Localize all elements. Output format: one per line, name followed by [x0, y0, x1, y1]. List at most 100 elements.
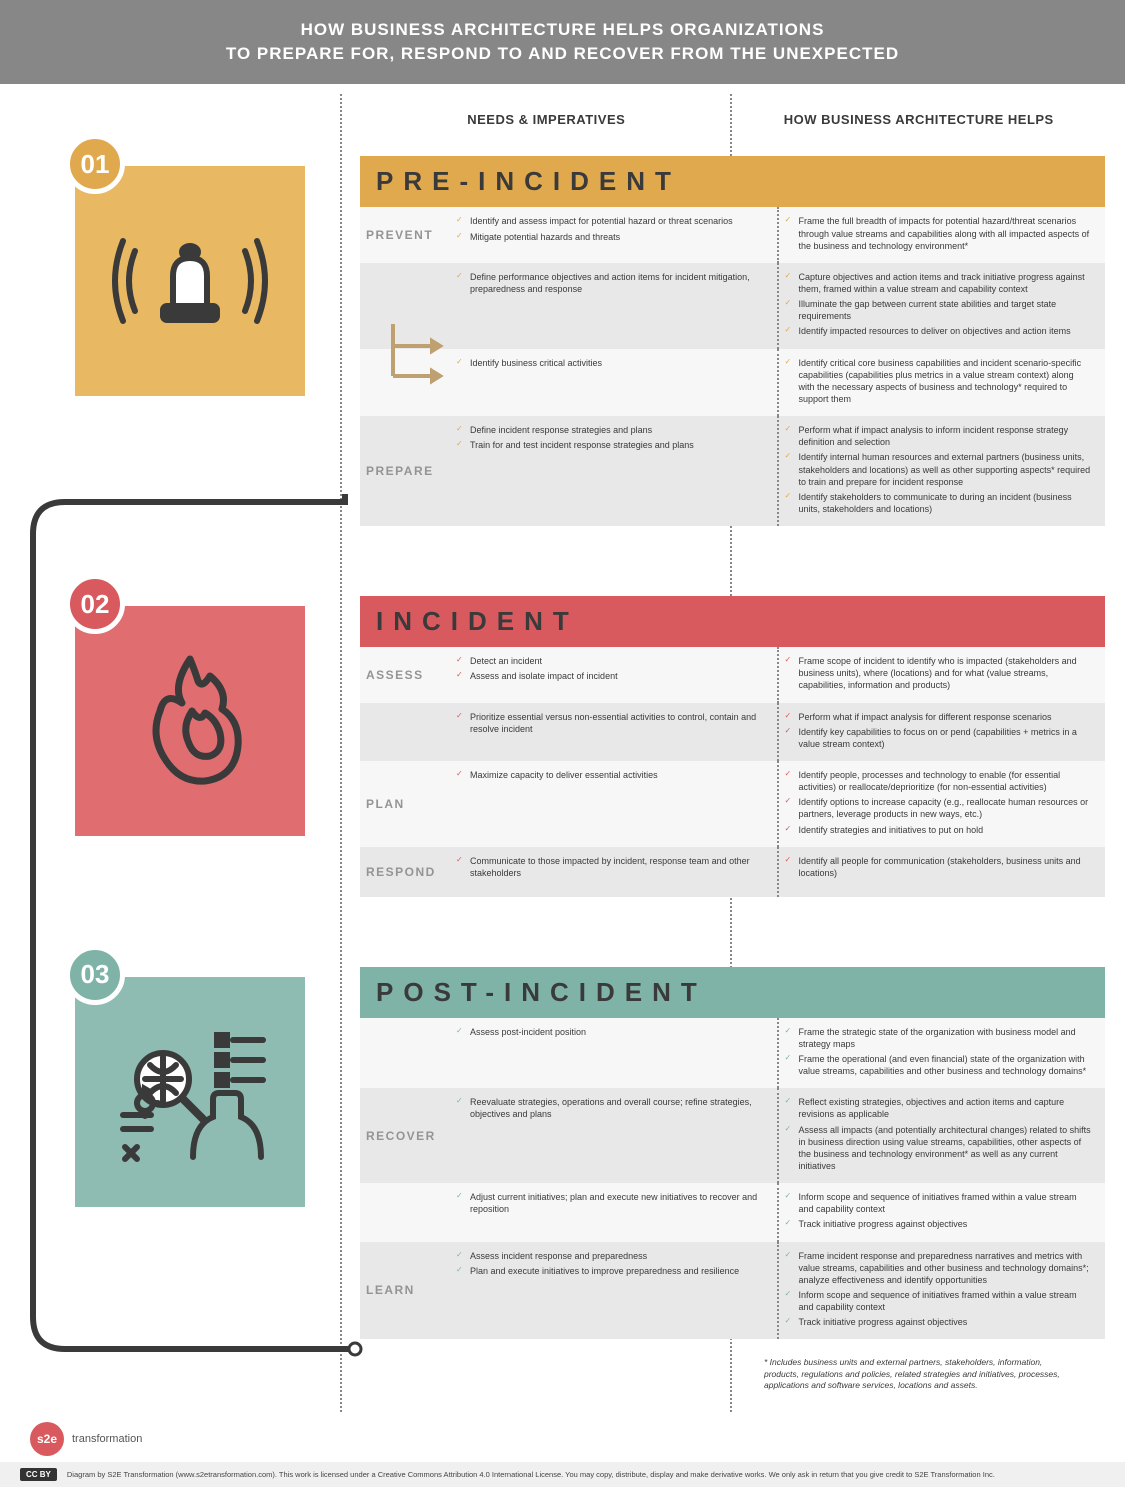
needs-cell: Reevaluate strategies, operations and ov… [450, 1088, 779, 1183]
needs-cell: Define incident response strategies and … [450, 416, 779, 526]
badge-num-01: 01 [81, 149, 110, 180]
cc-badge: CC BY [20, 1468, 57, 1481]
phase-label: LEARN [360, 1242, 450, 1340]
list-item: Define performance objectives and action… [456, 271, 763, 295]
siren-icon [105, 196, 275, 366]
help-cell: Frame scope of incident to identify who … [779, 647, 1106, 702]
list-item: Identify stakeholders to communicate to … [785, 491, 1092, 515]
list-item: Perform what if impact analysis for diff… [785, 711, 1092, 723]
analysis-icon [105, 1007, 275, 1177]
icon-box-post [75, 977, 305, 1207]
section-incident: 02 INCIDENT ASSESSDetect an incidentAsse… [20, 596, 1105, 897]
table-row: Adjust current initiatives; plan and exe… [360, 1183, 1105, 1241]
list-item: Assess post-incident position [456, 1026, 763, 1038]
phase-label [360, 703, 450, 761]
header-line1: HOW BUSINESS ARCHITECTURE HELPS ORGANIZA… [301, 20, 825, 39]
list-item: Identify impacted resources to deliver o… [785, 325, 1092, 337]
section-badge-03: 03 [65, 945, 125, 1005]
table-row: RECOVERReevaluate strategies, operations… [360, 1088, 1105, 1183]
needs-cell: Define performance objectives and action… [450, 263, 779, 349]
help-cell: Identify all people for communication (s… [779, 847, 1106, 897]
list-item: Identify and assess impact for potential… [456, 215, 763, 227]
list-item: Frame the strategic state of the organiz… [785, 1026, 1092, 1050]
list-item: Mitigate potential hazards and threats [456, 231, 763, 243]
list-item: Reflect existing strategies, objectives … [785, 1096, 1092, 1120]
list-item: Identify business critical activities [456, 357, 763, 369]
list-item: Reevaluate strategies, operations and ov… [456, 1096, 763, 1120]
table-row: PREPAREDefine incident response strategi… [360, 416, 1105, 526]
help-cell: Inform scope and sequence of initiatives… [779, 1183, 1106, 1241]
needs-cell: Communicate to those impacted by inciden… [450, 847, 779, 897]
list-item: Communicate to those impacted by inciden… [456, 855, 763, 879]
list-item: Prioritize essential versus non-essentia… [456, 711, 763, 735]
column-headers: NEEDS & IMPERATIVES HOW BUSINESS ARCHITE… [20, 104, 1105, 137]
needs-cell: Identify and assess impact for potential… [450, 207, 779, 262]
table-row: Assess post-incident position Frame the s… [360, 1018, 1105, 1089]
section-title-post: POST-INCIDENT [376, 977, 707, 1007]
table-row: PLAN Maximize capacity to deliver essenti… [360, 761, 1105, 847]
list-item: Inform scope and sequence of initiatives… [785, 1289, 1092, 1313]
logo-text: transformation [72, 1433, 142, 1445]
rows-post: Assess post-incident position Frame the s… [360, 1018, 1105, 1340]
list-item: Capture objectives and action items and … [785, 271, 1092, 295]
table-row: Identify business critical activities Ide… [360, 349, 1105, 417]
list-item: Assess incident response and preparednes… [456, 1250, 763, 1262]
main-content: NEEDS & IMPERATIVES HOW BUSINESS ARCHITE… [0, 84, 1125, 1412]
help-cell: Frame the full breadth of impacts for po… [779, 207, 1106, 262]
list-item: Assess and isolate impact of incident [456, 670, 763, 682]
badge-num-02: 02 [81, 589, 110, 620]
list-item: Maximize capacity to deliver essential a… [456, 769, 763, 781]
list-item: Track initiative progress against object… [785, 1316, 1092, 1328]
section-post-incident: 03 POST-INCIDENT [20, 967, 1105, 1340]
section-badge-02: 02 [65, 574, 125, 634]
phase-label [360, 1018, 450, 1089]
list-item: Identify people, processes and technolog… [785, 769, 1092, 793]
phase-label: PLAN [360, 761, 450, 847]
help-cell: Perform what if impact analysis to infor… [779, 416, 1106, 526]
section-title-inc: INCIDENT [376, 606, 579, 636]
header-line2: TO PREPARE FOR, RESPOND TO AND RECOVER F… [226, 44, 899, 63]
title-bar-inc: INCIDENT [360, 596, 1105, 647]
needs-cell: Prioritize essential versus non-essentia… [450, 703, 779, 761]
table-row: Define performance objectives and action… [360, 263, 1105, 349]
list-item: Identify options to increase capacity (e… [785, 796, 1092, 820]
icon-box-inc [75, 606, 305, 836]
help-cell: Frame the strategic state of the organiz… [779, 1018, 1106, 1089]
list-item: Frame incident response and preparedness… [785, 1250, 1092, 1286]
list-item: Detect an incident [456, 655, 763, 667]
phase-label: RECOVER [360, 1088, 450, 1183]
license-text: Diagram by S2E Transformation (www.s2etr… [67, 1470, 995, 1479]
phase-label: RESPOND [360, 847, 450, 897]
list-item: Plan and execute initiatives to improve … [456, 1265, 763, 1277]
title-bar-post: POST-INCIDENT [360, 967, 1105, 1018]
page-header: HOW BUSINESS ARCHITECTURE HELPS ORGANIZA… [0, 0, 1125, 84]
section-title-pre: PRE-INCIDENT [376, 166, 681, 196]
title-bar-pre: PRE-INCIDENT [360, 156, 1105, 207]
help-cell: Frame incident response and preparedness… [779, 1242, 1106, 1340]
rows-inc: ASSESSDetect an incidentAssess and isola… [360, 647, 1105, 897]
phase-label [360, 1183, 450, 1241]
list-item: Assess all impacts (and potentially arch… [785, 1124, 1092, 1173]
list-item: Perform what if impact analysis to infor… [785, 424, 1092, 448]
icon-box-pre [75, 166, 305, 396]
license-bar: CC BY Diagram by S2E Transformation (www… [0, 1462, 1125, 1487]
list-item: Identify strategies and initiatives to p… [785, 824, 1092, 836]
phase-label: PREVENT [360, 207, 450, 262]
table-row: RESPONDCommunicate to those impacted by … [360, 847, 1105, 897]
list-item: Adjust current initiatives; plan and exe… [456, 1191, 763, 1215]
needs-cell: Assess incident response and preparednes… [450, 1242, 779, 1340]
needs-cell: Detect an incident Assess and isolate imp… [450, 647, 779, 702]
badge-num-03: 03 [81, 959, 110, 990]
rows-pre: PREVENT Identify and assess impact for po… [360, 207, 1105, 526]
list-item: Identify internal human resources and ex… [785, 451, 1092, 487]
help-cell: Perform what if impact analysis for diff… [779, 703, 1106, 761]
list-item: Illuminate the gap between current state… [785, 298, 1092, 322]
list-item: Inform scope and sequence of initiatives… [785, 1191, 1092, 1215]
list-item: Train for and test incident response str… [456, 439, 763, 451]
needs-cell: Identify business critical activities [450, 349, 779, 417]
list-item: Frame the operational (and even financia… [785, 1053, 1092, 1077]
section-pre-incident: 01 PRE-INCIDENT [20, 156, 1105, 526]
help-cell: Identify people, processes and technolog… [779, 761, 1106, 847]
help-cell: Identify critical core business capabili… [779, 349, 1106, 417]
list-item: Define incident response strategies and … [456, 424, 763, 436]
